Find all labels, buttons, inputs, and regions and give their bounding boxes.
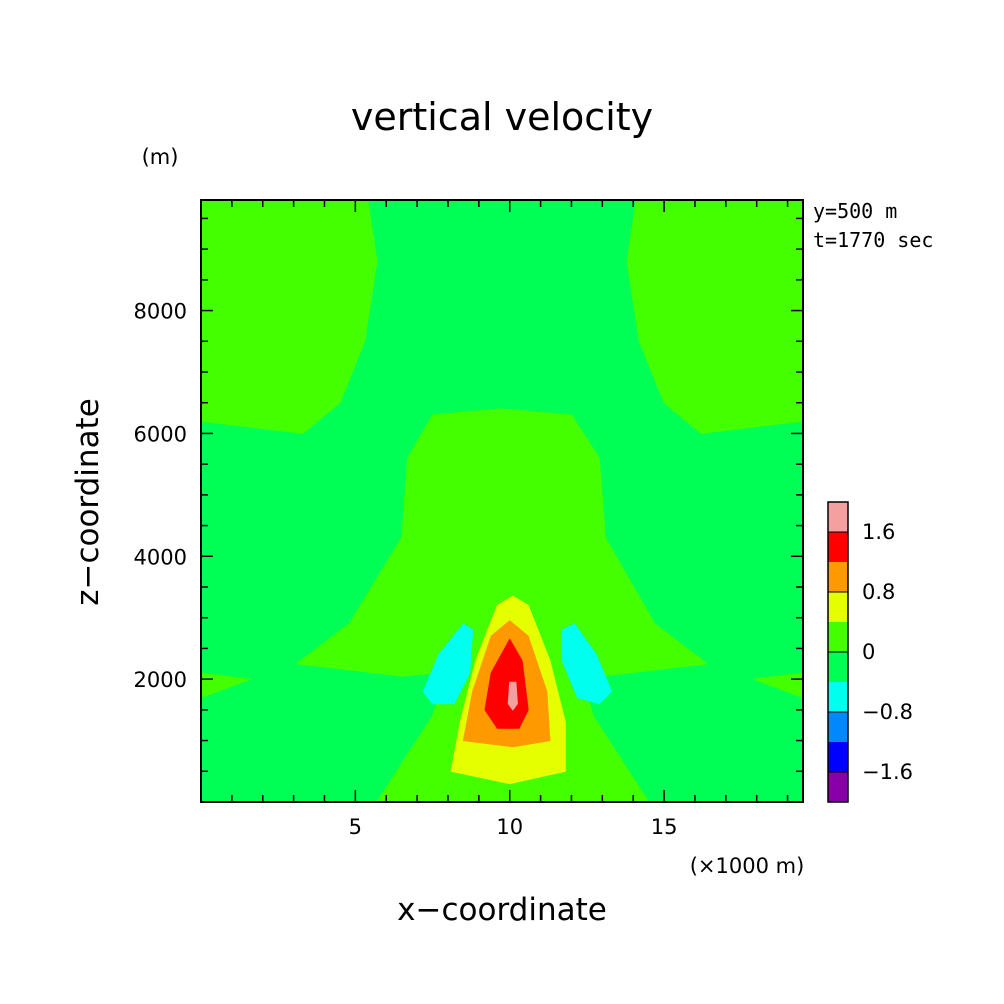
contour-positive-left-top <box>200 199 378 434</box>
colorbar-swatch <box>828 712 848 742</box>
y-axis-label: z−coordinate <box>70 398 106 606</box>
y-tick-label: 4000 <box>134 545 187 569</box>
colorbar-label: −0.8 <box>862 700 913 724</box>
annotation-t: t=1770 sec <box>813 228 933 252</box>
plot-fills <box>200 199 804 803</box>
y-tick-label: 6000 <box>134 422 187 446</box>
x-axis-ticks: 5 10 15 <box>231 200 789 839</box>
y-tick-label: 8000 <box>134 300 187 324</box>
x-tick-label: 5 <box>349 815 362 839</box>
colorbar-swatch <box>828 652 848 682</box>
colorbar-swatch <box>828 592 848 622</box>
x-tick-label: 10 <box>496 815 523 839</box>
contour-updraft-1.2 <box>484 638 529 729</box>
x-axis-label: x−coordinate <box>397 892 607 928</box>
x-unit-label: (×1000 m) <box>690 854 805 878</box>
contour-downdraft-right <box>561 623 613 705</box>
colorbar-label: 0 <box>862 640 875 664</box>
y-unit-label: (m) <box>142 145 179 169</box>
chart-title: vertical velocity <box>351 95 653 139</box>
contour-positive-right-top <box>626 199 804 434</box>
plot-frame <box>200 199 804 803</box>
colorbar-swatch <box>828 622 848 652</box>
colorbar-swatch <box>828 502 848 532</box>
colorbar-label: −1.6 <box>862 760 913 784</box>
colorbar-swatch <box>828 532 848 562</box>
y-axis-ticks: 2000 4000 6000 8000 <box>134 217 803 773</box>
x-tick-label: 15 <box>651 815 678 839</box>
colorbar-label: 1.6 <box>862 520 895 544</box>
contour-updraft-1.6 <box>507 681 518 711</box>
colorbar-swatch <box>828 742 848 772</box>
colorbar-label: 0.8 <box>862 580 895 604</box>
annotation-y: y=500 m <box>813 199 897 223</box>
annotations: y=500 m t=1770 sec <box>813 199 933 252</box>
contour-downdraft-left <box>422 623 474 705</box>
y-tick-label: 2000 <box>134 668 187 692</box>
colorbar-swatch <box>828 772 848 802</box>
colorbar-swatch <box>828 562 848 592</box>
colorbar: 1.6 0.8 0 −0.8 −1.6 <box>827 501 913 803</box>
colorbar-swatch <box>828 682 848 712</box>
